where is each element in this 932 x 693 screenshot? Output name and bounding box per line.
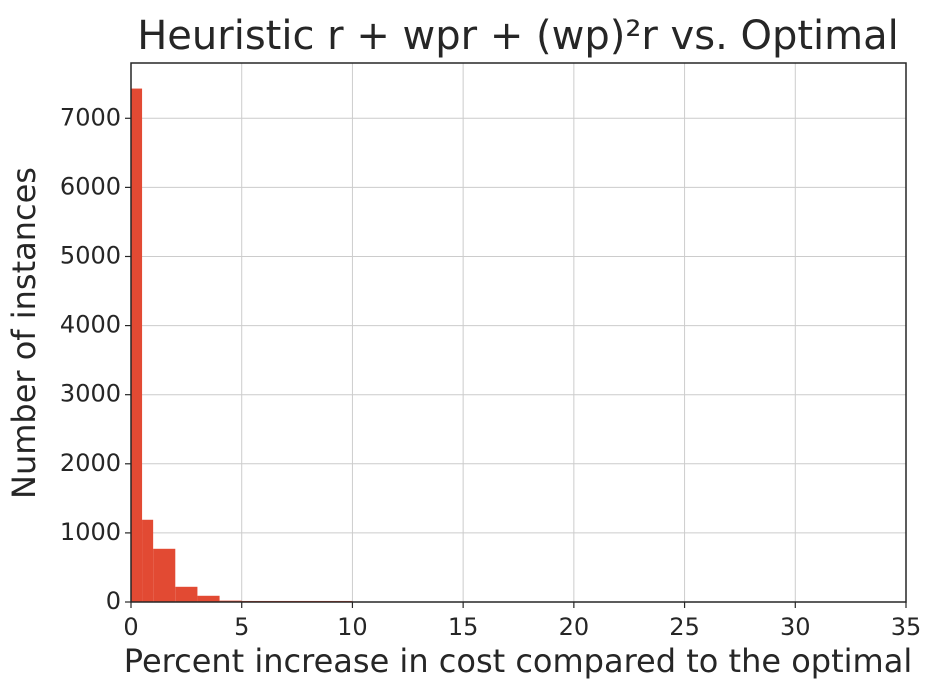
y-tick-label: 3000 [60,380,121,408]
y-tick-label: 0 [106,587,121,615]
y-tick-label: 6000 [60,172,121,200]
y-tick-label: 2000 [60,449,121,477]
y-tick-label: 1000 [60,518,121,546]
x-tick-label: 0 [123,613,138,641]
bar [175,586,198,602]
y-tick-label: 4000 [60,311,121,339]
bar [142,519,154,602]
x-tick-label: 35 [891,613,922,641]
y-axis-label: Number of instances [5,167,43,499]
chart-title: Heuristic r + wpr + (wp)²r vs. Optimal [137,13,899,59]
bar [197,595,220,602]
x-tick-label: 10 [337,613,368,641]
x-tick-label: 30 [780,613,811,641]
bar [131,88,143,603]
y-tick-label: 7000 [60,103,121,131]
x-axis-label: Percent increase in cost compared to the… [124,642,912,680]
x-tick-label: 5 [234,613,249,641]
y-tick-label: 5000 [60,241,121,269]
plot-frame [130,62,907,603]
bar [153,548,176,602]
x-tick-label: 25 [669,613,700,641]
x-tick-label: 20 [559,613,590,641]
x-tick-label: 15 [448,613,479,641]
